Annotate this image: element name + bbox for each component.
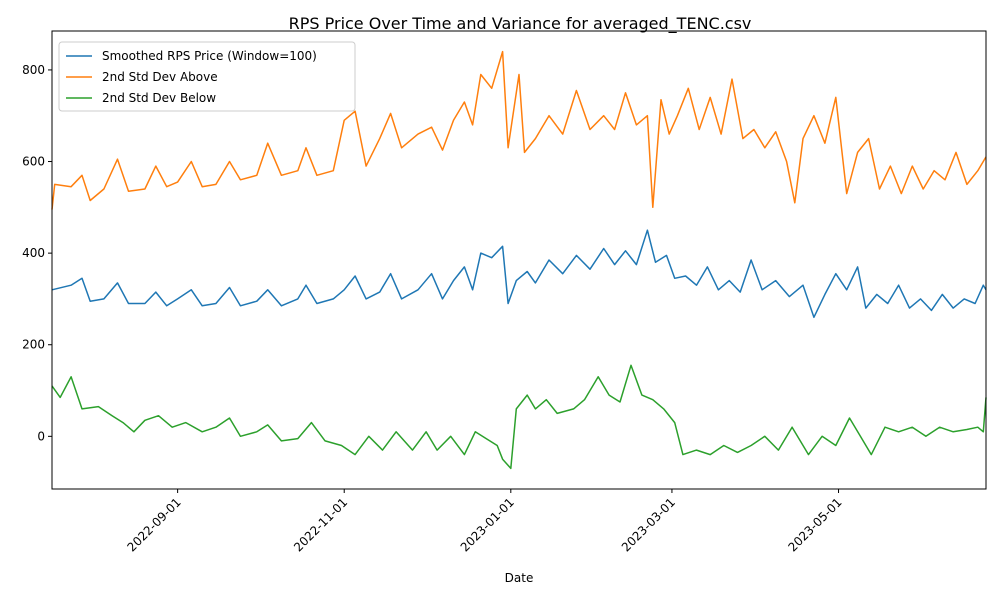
- y-tick-label: 600: [22, 155, 45, 169]
- y-tick-label: 800: [22, 63, 45, 77]
- plot-frame: [51, 30, 987, 490]
- x-tick-label: 2023-03-01: [619, 495, 678, 554]
- y-tick-label: 0: [37, 429, 45, 443]
- series-line-2: [51, 50, 987, 210]
- y-tick-label: 400: [22, 246, 45, 260]
- legend-label-3: 2nd Std Dev Below: [102, 91, 216, 105]
- plot-area: [51, 50, 987, 470]
- y-tick-label: 200: [22, 338, 45, 352]
- chart-title: RPS Price Over Time and Variance for ave…: [289, 14, 752, 34]
- x-tick-label: 2023-05-01: [785, 495, 844, 554]
- legend-label-2: 2nd Std Dev Above: [102, 70, 218, 84]
- x-axis-label: Date: [505, 571, 534, 585]
- y-axis: 0 200 400 600 800: [22, 63, 52, 443]
- x-tick-label: 2022-09-01: [125, 495, 184, 554]
- legend-box: [58, 41, 356, 112]
- legend: Smoothed RPS Price (Window=100) 2nd Std D…: [58, 41, 356, 112]
- x-tick-label: 2023-01-01: [458, 495, 517, 554]
- x-axis: 2022-09-01 2022-11-01 2023-01-01 2023-03-01…: [125, 489, 845, 554]
- series-line-3: [51, 364, 987, 470]
- x-tick-label: 2022-11-01: [291, 495, 350, 554]
- legend-label-1: Smoothed RPS Price (Window=100): [102, 49, 317, 63]
- series-line-1: [51, 229, 987, 319]
